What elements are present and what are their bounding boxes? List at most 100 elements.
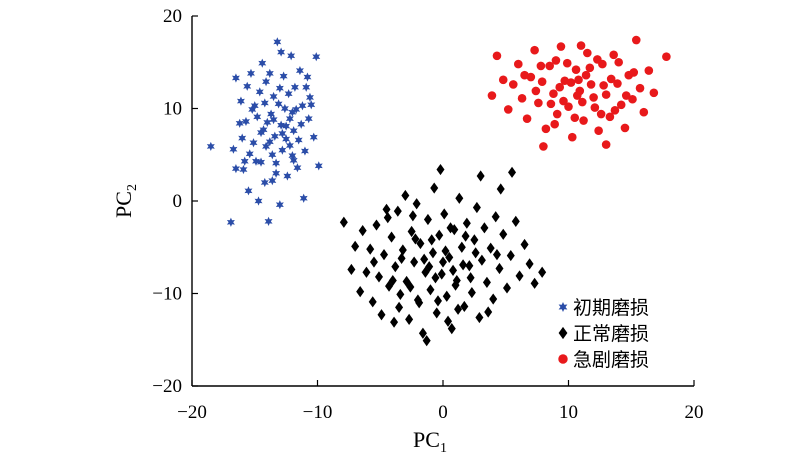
legend-marker-3 [558, 354, 568, 364]
data-point [428, 247, 437, 259]
data-point [307, 100, 316, 110]
data-point [445, 251, 454, 264]
data-point [250, 101, 259, 111]
data-point [356, 286, 365, 298]
data-point [451, 279, 460, 291]
data-point [248, 104, 257, 115]
legend-label-1: 初期磨损 [573, 297, 649, 319]
data-point [621, 91, 631, 100]
data-point [395, 301, 404, 313]
data-point [574, 75, 583, 85]
data-point [480, 222, 489, 234]
data-point [362, 266, 371, 278]
data-point [457, 241, 466, 253]
data-point [541, 124, 551, 134]
data-point [241, 116, 250, 127]
data-point [496, 183, 505, 195]
data-point [297, 119, 306, 129]
data-point [247, 68, 255, 78]
data-point [517, 94, 527, 103]
data-point [635, 83, 645, 93]
data-point [440, 208, 449, 220]
data-point [401, 189, 410, 202]
data-point [385, 280, 394, 292]
data-point [388, 274, 397, 287]
data-point [415, 297, 424, 309]
data-point [298, 101, 307, 111]
data-point [303, 72, 312, 82]
data-point [278, 128, 287, 139]
data-point [236, 96, 245, 106]
data-point [279, 71, 288, 81]
data-point [549, 89, 558, 98]
data-point [644, 66, 654, 75]
data-point [253, 112, 262, 122]
data-point [589, 93, 598, 102]
data-point [416, 237, 425, 250]
data-point [605, 112, 615, 122]
data-point [240, 156, 249, 166]
data-point [606, 74, 616, 84]
data-point [503, 105, 513, 114]
data-point [498, 75, 508, 85]
data-point [269, 115, 278, 125]
data-point [285, 140, 294, 151]
data-point [264, 216, 273, 226]
data-point [534, 98, 543, 108]
data-point [484, 306, 493, 318]
legend-label-2: 正常磨损 [573, 323, 649, 345]
legend-marker-2 [558, 326, 568, 340]
data-point [277, 47, 286, 57]
data-point [531, 86, 541, 96]
data-point [339, 216, 348, 228]
data-point [300, 146, 309, 156]
data-point [537, 77, 547, 86]
data-point [408, 210, 417, 222]
data-point [567, 132, 577, 142]
data-point [312, 52, 321, 62]
series-3 [487, 35, 671, 151]
data-point [405, 313, 414, 325]
data-point [377, 309, 386, 321]
data-point [304, 114, 313, 124]
data-point [269, 91, 278, 102]
data-point [406, 281, 415, 293]
data-point [243, 81, 252, 91]
data-point [455, 192, 464, 204]
data-point [267, 109, 276, 119]
data-point [390, 316, 399, 328]
data-point [274, 99, 283, 109]
data-point [545, 61, 554, 71]
data-point [495, 262, 504, 275]
data-point [229, 144, 238, 154]
data-point [433, 295, 442, 307]
data-point [305, 92, 314, 102]
data-point [245, 149, 254, 159]
data-point [590, 103, 600, 112]
data-point [538, 266, 547, 278]
y-axis-title: PC2 [111, 184, 140, 218]
data-point [571, 65, 581, 74]
data-point [402, 275, 411, 288]
data-point [489, 293, 498, 305]
data-point [499, 228, 508, 240]
data-point [492, 249, 501, 261]
data-point [314, 161, 323, 171]
data-point [572, 91, 582, 100]
data-point [436, 163, 445, 176]
data-point [249, 138, 258, 148]
data-point [583, 48, 592, 58]
data-point [372, 219, 381, 231]
data-point [358, 225, 367, 237]
data-point [257, 157, 266, 167]
data-point [411, 233, 420, 245]
data-point [466, 272, 475, 284]
data-point [609, 50, 618, 60]
data-point [252, 156, 260, 166]
data-point [287, 51, 296, 61]
data-point [585, 63, 595, 73]
data-point [368, 296, 377, 308]
legend-marker-1 [558, 301, 568, 313]
data-point [299, 193, 308, 203]
